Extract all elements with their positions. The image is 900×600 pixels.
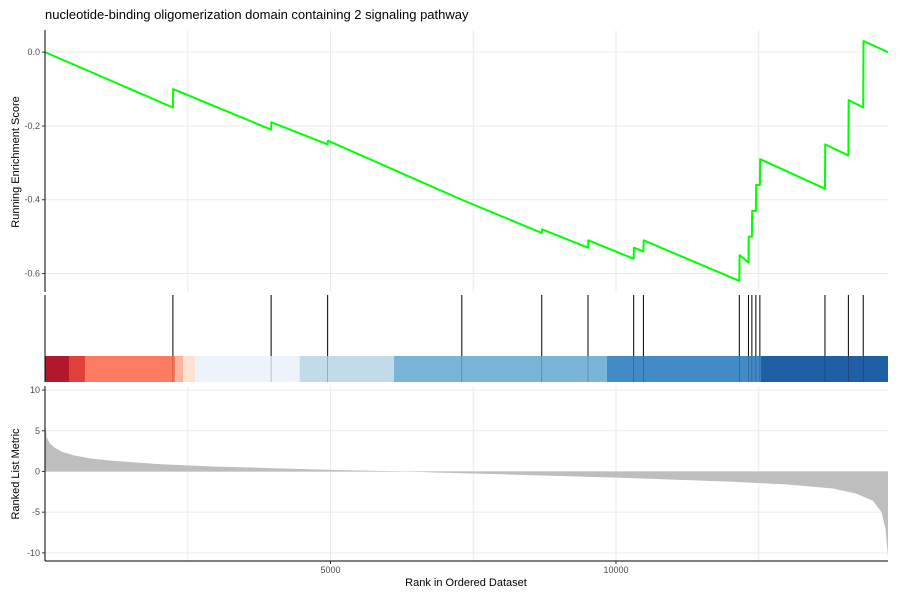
- color-bar-segment-1: [68, 356, 85, 382]
- y-tick-label-es-0: 0.0: [27, 47, 40, 57]
- y-axis-title-metric: Ranked List Metric: [10, 428, 22, 520]
- ranked-metric-area: [45, 422, 888, 557]
- color-bar-segment-8: [606, 356, 762, 382]
- y-tick-label-es-1: -0.2: [24, 121, 40, 131]
- x-axis-title: Rank in Ordered Dataset: [405, 577, 527, 589]
- y-tick-label-metric-1: 5: [35, 426, 40, 436]
- color-bar-segment-3: [175, 356, 184, 382]
- ranked-metric-fill: [45, 422, 888, 557]
- y-tick-label-metric-3: -5: [32, 507, 40, 517]
- color-bar-segment-0: [45, 356, 69, 382]
- color-bar-segment-6: [299, 356, 394, 382]
- color-bar-segment-5: [195, 356, 300, 382]
- x-tick-label-1: 10000: [603, 565, 628, 575]
- enrichment-score-line: [44, 40, 889, 282]
- color-bar-segment-4: [183, 356, 196, 382]
- y-tick-label-metric-0: 10: [30, 385, 40, 395]
- color-bar-segment-7: [393, 356, 607, 382]
- rank-color-bar: [45, 356, 888, 382]
- y-axis-title-enrichment: Running Enrichment Score: [10, 96, 22, 227]
- y-tick-label-metric-2: 0: [35, 466, 40, 476]
- axes: [44, 30, 888, 562]
- y-tick-label-es-2: -0.4: [24, 195, 40, 205]
- tick-labels: 0.0 -0.2 -0.4 -0.6 10 5 0 -5 -10 5000 10000: [24, 47, 628, 575]
- color-bar-segment-2: [84, 356, 176, 382]
- y-tick-label-metric-4: -10: [27, 548, 40, 558]
- x-tick-label-0: 5000: [320, 565, 340, 575]
- running-score-line: [44, 40, 889, 282]
- chart-title: nucleotide-binding oligomerization domai…: [45, 7, 469, 22]
- y-tick-label-es-3: -0.6: [24, 269, 40, 279]
- color-bar-segment-9: [761, 356, 888, 382]
